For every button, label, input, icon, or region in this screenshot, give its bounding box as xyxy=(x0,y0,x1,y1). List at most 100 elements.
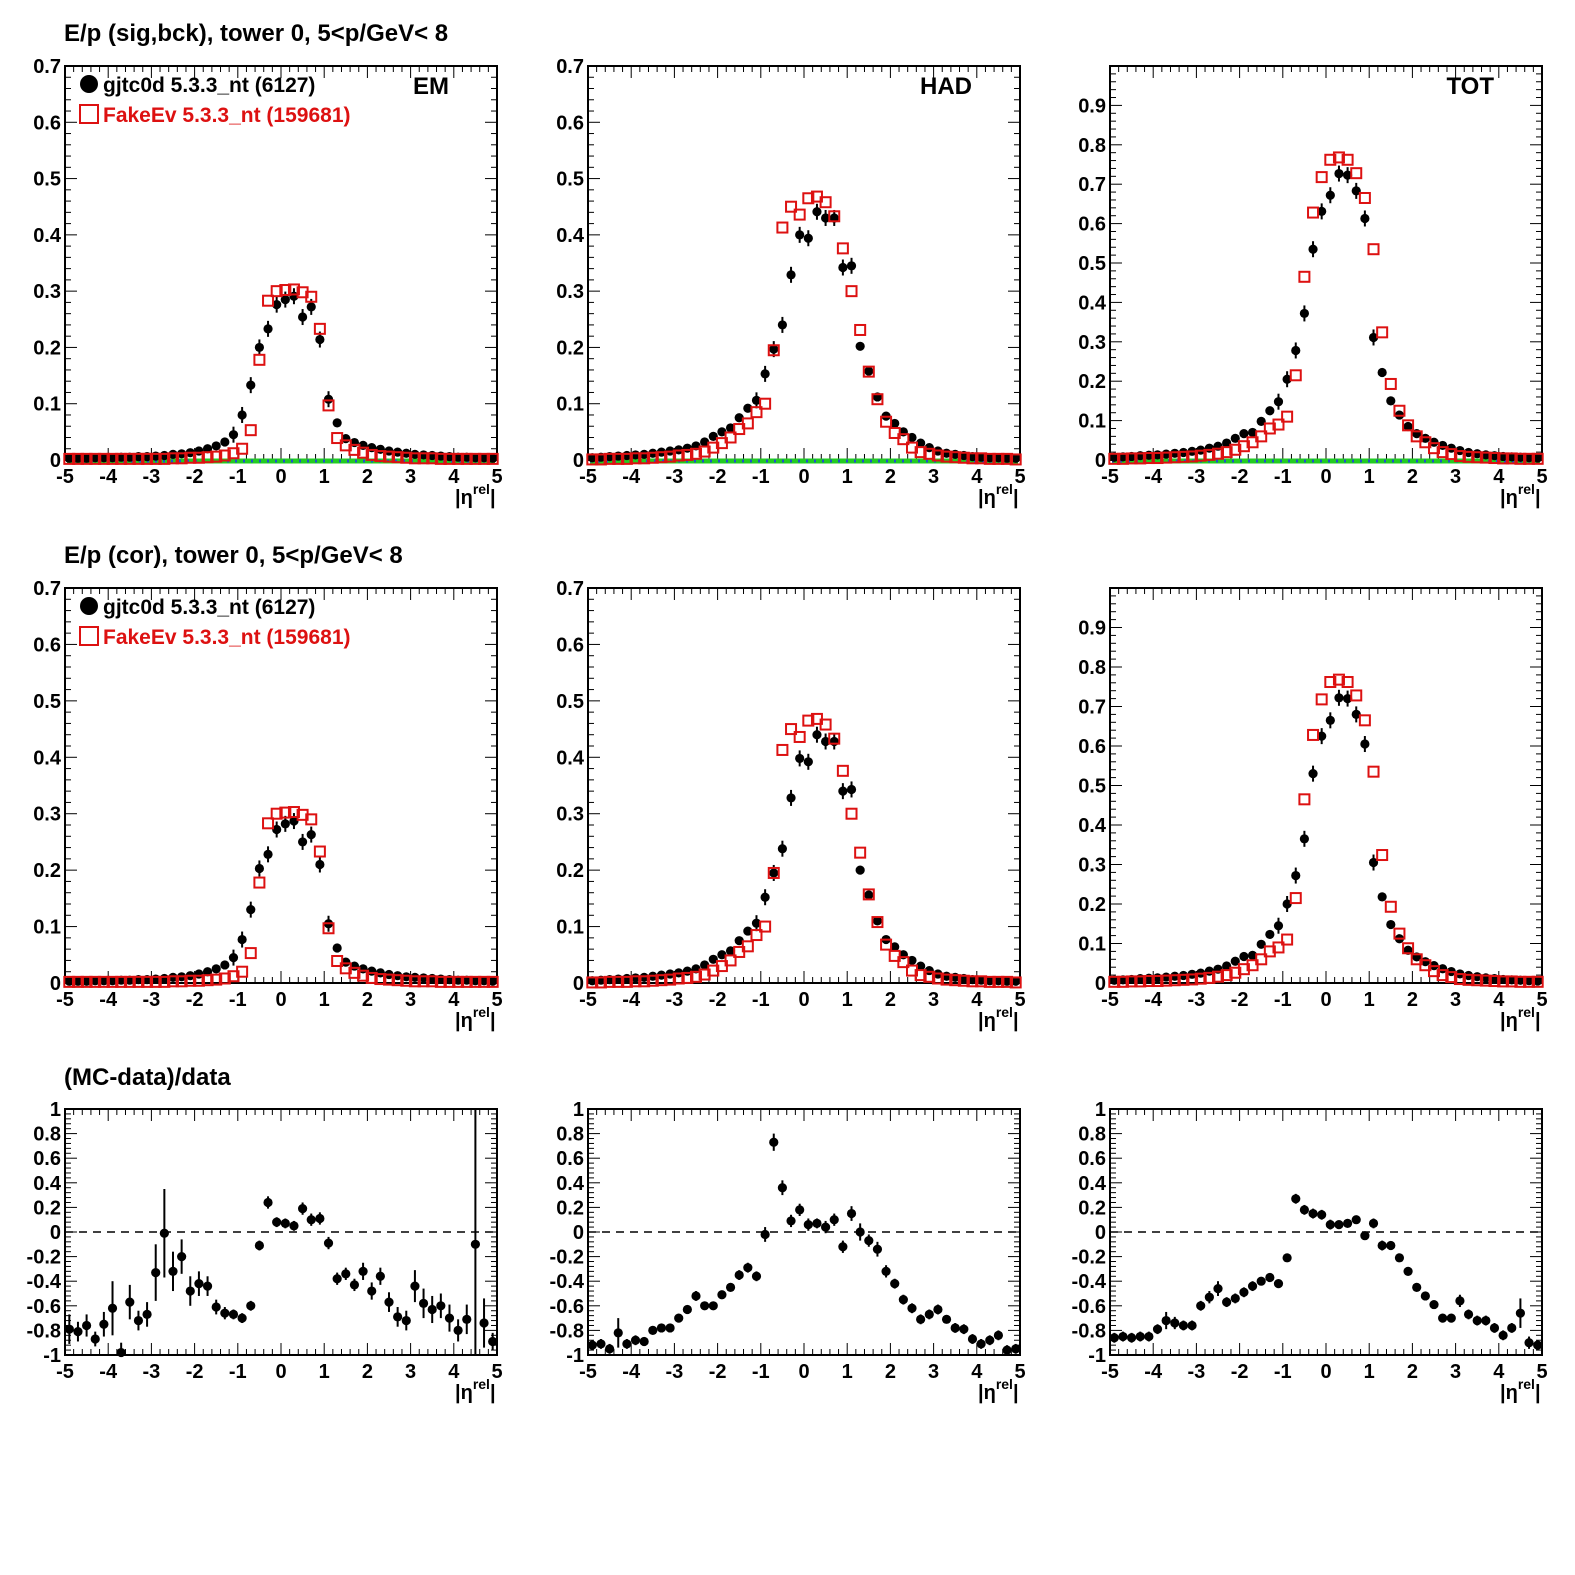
mc-point xyxy=(210,973,223,986)
row-title-top: E/p (sig,bck), tower 0, 5<p/GeV< 8 xyxy=(64,20,449,47)
data-point xyxy=(1170,448,1180,458)
mc-point xyxy=(871,393,884,406)
data-point xyxy=(107,976,118,986)
mc-point xyxy=(374,450,387,463)
mc-point xyxy=(115,975,128,988)
data-point xyxy=(1170,971,1180,981)
mc-point xyxy=(828,210,841,223)
data-point xyxy=(151,1267,161,1278)
data-point xyxy=(1325,1220,1335,1230)
data-point xyxy=(760,892,770,902)
y-tick-label: -0.4 xyxy=(550,1271,585,1293)
data-point xyxy=(976,1339,986,1349)
data-point xyxy=(1239,951,1249,962)
data-point xyxy=(1256,1276,1266,1286)
mc-point xyxy=(1471,451,1484,464)
mc-point xyxy=(1237,963,1250,976)
plot-frame xyxy=(587,587,1021,984)
x-axis-label-bar: | xyxy=(490,487,496,509)
y-tick-label: 1 xyxy=(50,1099,61,1121)
x-tick-label: 3 xyxy=(928,1361,939,1383)
x-tick-label: 4 xyxy=(1493,989,1505,1011)
mc-point xyxy=(776,221,789,234)
mc-point xyxy=(1462,450,1475,463)
mc-point xyxy=(1402,942,1415,955)
mc-point xyxy=(603,975,616,988)
mc-point xyxy=(940,973,953,986)
data-point xyxy=(1420,1291,1430,1301)
data-point xyxy=(1002,1345,1012,1355)
data-point xyxy=(246,905,256,915)
x-tick-label: -1 xyxy=(229,1361,247,1383)
data-point xyxy=(596,1339,606,1349)
x-tick-label: -4 xyxy=(622,989,641,1011)
mc-point xyxy=(880,938,893,951)
mc-point xyxy=(236,965,249,978)
data-point xyxy=(375,968,385,978)
mc-point xyxy=(1384,900,1397,913)
data-point xyxy=(349,1280,360,1290)
data-point xyxy=(734,936,744,946)
data-point xyxy=(1265,406,1275,416)
mc-point xyxy=(1523,975,1536,988)
mc-point xyxy=(620,452,633,465)
y-tick-label: 0.1 xyxy=(556,394,584,416)
mc-point xyxy=(1324,153,1337,166)
data-point xyxy=(384,1297,394,1307)
chart-panel-cor-em: -5 -4 -3 -2 -1 0 1 2 3 4 5 0 0.1 0.2 0.3 0.4 0.5 0.6 0.7 |η… xyxy=(33,578,502,1032)
mc-point xyxy=(629,975,642,988)
mc-point xyxy=(365,448,378,461)
mc-point xyxy=(71,452,84,465)
mc-point xyxy=(923,447,936,460)
mc-point xyxy=(612,452,625,465)
x-tick-label: -1 xyxy=(752,1361,770,1383)
mc-point xyxy=(1376,326,1389,339)
x-tick-label: 2 xyxy=(1407,1361,1418,1383)
mc-point xyxy=(1497,975,1510,988)
mc-point xyxy=(270,285,283,298)
y-tick-label: -0.6 xyxy=(1072,1296,1106,1318)
data-point xyxy=(332,1274,342,1284)
mc-point xyxy=(201,974,214,987)
data-point xyxy=(479,976,489,986)
data-point xyxy=(488,976,498,986)
mc-point xyxy=(724,954,737,967)
data-point xyxy=(1291,345,1301,356)
data-point xyxy=(890,942,900,952)
mc-point xyxy=(1505,975,1518,988)
mc-point xyxy=(1324,676,1337,689)
x-tick-label: 0 xyxy=(798,1361,809,1383)
data-point xyxy=(237,934,247,945)
y-tick-label: 0.2 xyxy=(33,860,61,882)
mc-point xyxy=(132,452,145,465)
mc-point xyxy=(443,452,456,465)
mc-point xyxy=(741,417,754,430)
x-tick-label: -4 xyxy=(622,466,641,488)
x-tick-label: 5 xyxy=(1014,466,1025,488)
mc-point xyxy=(655,451,668,464)
data-point xyxy=(639,972,649,982)
mc-point xyxy=(244,947,257,960)
data-point xyxy=(976,452,986,462)
data-point xyxy=(142,1309,152,1320)
y-tick-label: 0.6 xyxy=(1078,736,1106,758)
x-tick-label: 1 xyxy=(842,989,853,1011)
data-point xyxy=(777,1183,788,1193)
data-point xyxy=(1291,1194,1301,1204)
x-tick-label: -2 xyxy=(709,989,727,1011)
mc-point xyxy=(1220,969,1233,982)
mc-point xyxy=(106,975,119,988)
data-point xyxy=(1403,1266,1413,1276)
data-point xyxy=(1317,1210,1327,1220)
x-tick-label: 0 xyxy=(798,989,809,1011)
x-tick-label: -5 xyxy=(579,466,597,488)
mc-point xyxy=(750,929,763,942)
x-tick-label: -5 xyxy=(56,466,74,488)
mc-point xyxy=(1298,793,1311,806)
data-point xyxy=(1515,975,1525,985)
x-tick-label: -2 xyxy=(186,989,204,1011)
data-point xyxy=(717,427,727,437)
mc-point xyxy=(1462,973,1475,986)
data-point xyxy=(855,1227,865,1237)
data-point xyxy=(306,302,316,312)
